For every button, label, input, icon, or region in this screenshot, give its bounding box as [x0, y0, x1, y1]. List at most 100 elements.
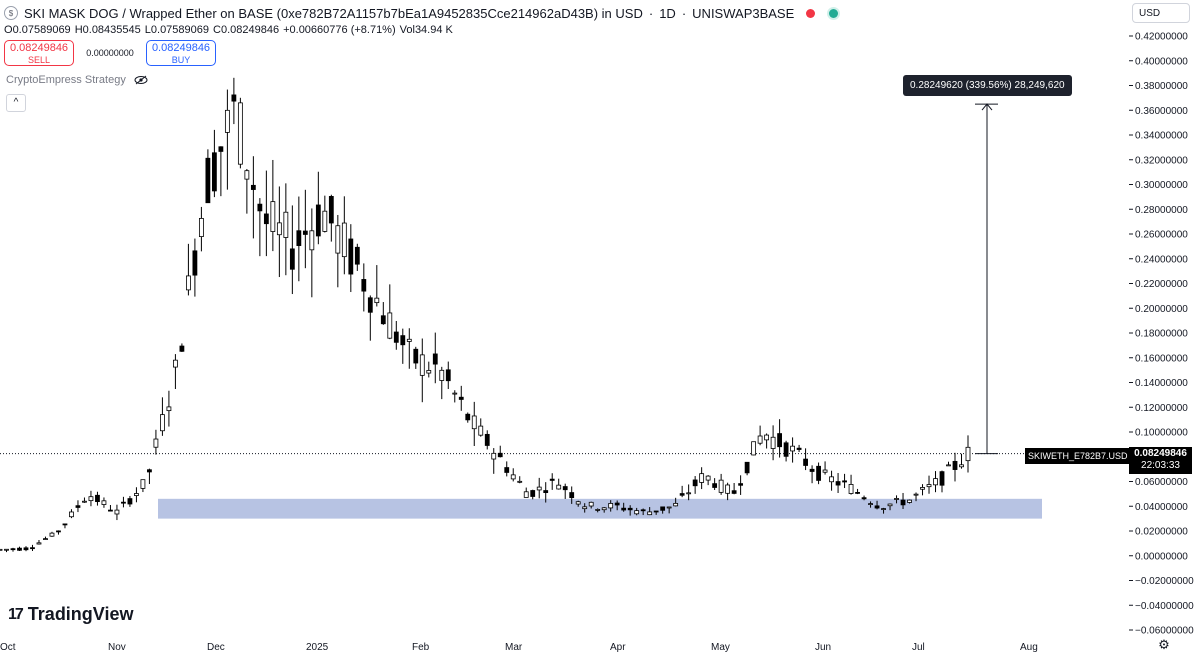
- candle-body: [939, 471, 945, 486]
- last-price-value: 0.08249846: [1134, 448, 1187, 459]
- candle-body: [679, 493, 685, 496]
- candle-body: [23, 547, 29, 551]
- buy-label: BUY: [171, 55, 191, 65]
- candle-body: [640, 509, 646, 512]
- gear-icon[interactable]: ⚙: [1158, 637, 1170, 652]
- candle-body: [328, 196, 334, 224]
- candle-body: [380, 315, 386, 325]
- candle-body: [315, 204, 321, 237]
- candle-body: [160, 414, 165, 432]
- price-tick-label: 0.32000000: [1135, 155, 1188, 166]
- currency-select[interactable]: USD: [1132, 3, 1190, 23]
- candle-body: [406, 338, 412, 342]
- candle-body: [965, 446, 971, 462]
- candle-body: [134, 493, 139, 496]
- candle-body: [653, 510, 659, 513]
- symbol-title[interactable]: SKI MASK DOG / Wrapped Ether on BASE (0x…: [24, 5, 643, 21]
- interval-label[interactable]: 1D: [659, 5, 676, 21]
- candle-body: [549, 478, 555, 481]
- candle-body: [946, 464, 951, 467]
- support-zone-rect[interactable]: [158, 498, 1042, 519]
- candle-body: [829, 476, 834, 483]
- candle-body: [627, 507, 633, 511]
- time-tick-label: May: [711, 642, 730, 653]
- last-price-tag: 0.08249846 22:03:33: [1129, 447, 1192, 474]
- low-value: 0.07589069: [150, 24, 210, 36]
- price-tick-label: 0.22000000: [1135, 279, 1188, 290]
- ohlc-legend: O0.07589069 H0.08435545 L0.07589069 C0.0…: [4, 24, 453, 36]
- tradingview-logo[interactable]: 17 TradingView: [8, 604, 134, 625]
- candle-body: [588, 501, 594, 507]
- sell-label: SELL: [27, 55, 51, 65]
- candle-body: [30, 547, 35, 550]
- price-tick-label: 0.20000000: [1135, 304, 1188, 315]
- strategy-legend[interactable]: CryptoEmpress Strategy: [6, 74, 148, 86]
- candle-body: [413, 348, 419, 364]
- candle-body: [556, 484, 562, 490]
- measure-tool[interactable]: [975, 103, 998, 455]
- candle-body: [276, 222, 282, 236]
- price-tick-label: 0.04000000: [1135, 502, 1188, 513]
- price-axis[interactable]: 0.42000000 0.40000000 0.38000000 0.36000000…: [1129, 32, 1194, 637]
- candle-body: [686, 492, 692, 495]
- exchange-label[interactable]: UNISWAP3BASE: [692, 5, 795, 21]
- candle-body: [452, 392, 458, 395]
- candle-body: [718, 479, 724, 493]
- candle-body: [309, 230, 315, 251]
- candle-body: [933, 478, 938, 486]
- buy-button[interactable]: 0.08249846 BUY: [146, 40, 216, 66]
- time-tick-label: Jul: [912, 642, 925, 653]
- candle-body: [471, 415, 477, 430]
- price-tick-label: 0.14000000: [1135, 378, 1188, 389]
- price-tick-label: 0.28000000: [1135, 205, 1188, 216]
- price-tick-label: 0.06000000: [1135, 477, 1188, 488]
- volume-value: 34.94 K: [414, 24, 453, 36]
- candle-body: [783, 442, 789, 457]
- price-tick-label: 0.34000000: [1135, 131, 1188, 142]
- candle-body: [49, 532, 55, 537]
- candle-body: [536, 486, 542, 491]
- time-axis[interactable]: Oct Nov Dec 2025 Feb Mar Apr May Jun Jul Aug: [0, 642, 1038, 653]
- candle-body: [725, 484, 731, 494]
- candle-body: [848, 484, 854, 494]
- time-tick-label: Oct: [0, 642, 16, 653]
- candle-body: [10, 548, 16, 551]
- candle-body: [887, 503, 893, 507]
- candle-body: [777, 433, 782, 448]
- candle-body: [296, 230, 302, 246]
- time-tick-label: Apr: [610, 642, 626, 653]
- candle-body: [302, 230, 308, 235]
- time-tick-label: Nov: [108, 642, 126, 653]
- price-tick-label: 0.42000000: [1135, 32, 1188, 43]
- collapse-legend-button[interactable]: ^: [6, 94, 26, 112]
- candle-body: [660, 506, 666, 511]
- candle-body: [881, 508, 886, 510]
- candle-body: [562, 486, 568, 491]
- candle-body: [0, 548, 3, 551]
- candle-body: [822, 469, 828, 473]
- buy-price: 0.08249846: [151, 42, 211, 54]
- strategy-name: CryptoEmpress Strategy: [6, 74, 126, 86]
- candle-body: [842, 480, 847, 483]
- candle-body: [237, 102, 243, 165]
- chevron-up-icon: ^: [13, 97, 19, 108]
- price-tick-label: 0.40000000: [1135, 56, 1188, 67]
- candle-body: [504, 467, 510, 473]
- candle-body: [263, 213, 269, 225]
- candle-body: [790, 445, 795, 452]
- candle-body: [673, 502, 679, 507]
- candle-body: [192, 250, 198, 276]
- candle-body: [699, 473, 705, 483]
- eye-slash-icon[interactable]: [134, 75, 148, 85]
- candle-body: [322, 210, 328, 232]
- price-tick-label: 0.24000000: [1135, 254, 1188, 265]
- candle-body: [393, 331, 399, 343]
- candle-body: [497, 452, 503, 458]
- price-tick-label: 0.18000000: [1135, 329, 1188, 340]
- candle-body: [4, 548, 9, 551]
- bar-countdown: 22:03:33: [1141, 460, 1180, 471]
- price-tick-label: 0.30000000: [1135, 180, 1188, 191]
- candle-body: [484, 433, 490, 446]
- sell-button[interactable]: 0.08249846 SELL: [4, 40, 74, 66]
